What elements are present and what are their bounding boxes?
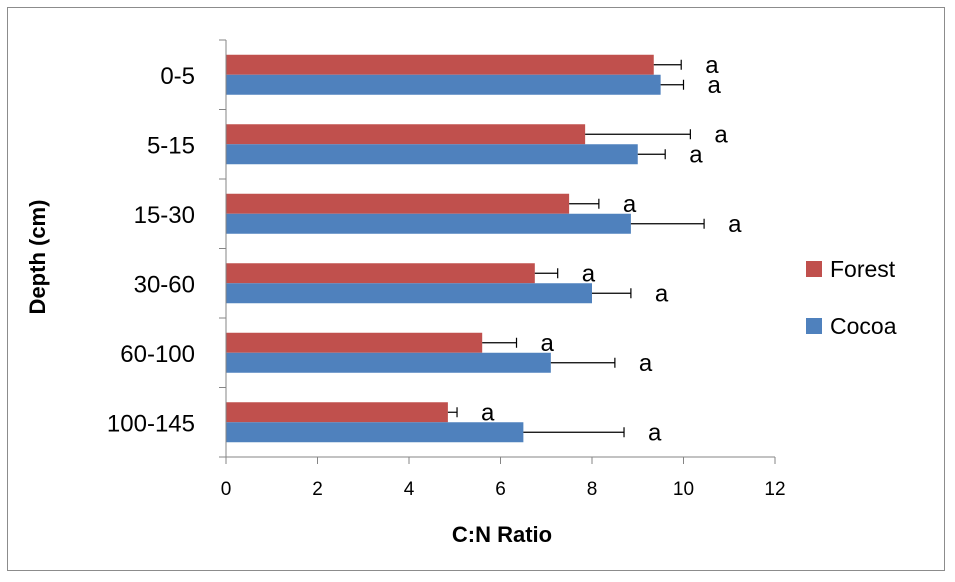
bar-forest-5-15 [226,124,586,145]
y-tick-label-15-30: 15-30 [134,202,195,229]
axes-layer [219,39,776,464]
bar-cocoa-100-145 [226,422,524,443]
legend-label-forest: Forest [830,256,896,282]
y-tick-label-100-145: 100-145 [107,410,195,437]
bar-forest-100-145 [226,402,448,423]
y-axis-title: Depth (cm) [25,200,50,315]
x-axis-title: C:N Ratio [452,522,552,547]
bar-cocoa-30-60 [226,283,592,304]
legend-label-cocoa: Cocoa [830,313,897,339]
x-tick-label-6: 6 [495,479,506,500]
bar-cocoa-15-30 [226,213,631,234]
sig-label-forest-100-145: a [481,399,495,426]
bar-forest-60-100 [226,332,483,353]
x-tick-label-8: 8 [587,479,598,500]
legend-swatch-cocoa [806,318,822,334]
sig-label-cocoa-60-100: a [639,350,653,377]
y-tick-label-0-5: 0-5 [160,63,195,90]
x-tick-label-12: 12 [764,479,785,500]
labels-layer: aa0-5aa5-15aa15-30aa30-60aa60-100aa100-1… [107,52,786,500]
legend: Forest Cocoa [806,256,897,339]
sig-label-cocoa-0-5: a [708,72,722,99]
sig-label-forest-15-30: a [623,191,637,218]
sig-label-forest-30-60: a [582,260,596,287]
sig-label-forest-60-100: a [541,330,555,357]
x-tick-label-10: 10 [673,479,694,500]
x-tick-label-2: 2 [312,479,323,500]
legend-swatch-forest [806,261,822,277]
sig-label-forest-5-15: a [714,121,728,148]
sig-label-cocoa-30-60: a [655,280,669,307]
y-tick-label-60-100: 60-100 [120,341,195,368]
bar-cocoa-0-5 [226,74,661,95]
bars-layer [226,54,705,443]
bar-forest-0-5 [226,54,654,75]
sig-label-cocoa-5-15: a [689,141,703,168]
bar-forest-30-60 [226,263,535,284]
bar-cocoa-60-100 [226,352,551,373]
y-tick-label-5-15: 5-15 [147,132,195,159]
sig-label-cocoa-15-30: a [728,211,742,238]
x-tick-label-0: 0 [221,479,232,500]
x-tick-label-4: 4 [404,479,415,500]
sig-label-cocoa-100-145: a [648,419,662,446]
y-tick-label-30-60: 30-60 [134,271,195,298]
bar-forest-15-30 [226,193,570,214]
bar-cocoa-5-15 [226,144,638,165]
sig-label-forest-0-5: a [705,52,719,79]
